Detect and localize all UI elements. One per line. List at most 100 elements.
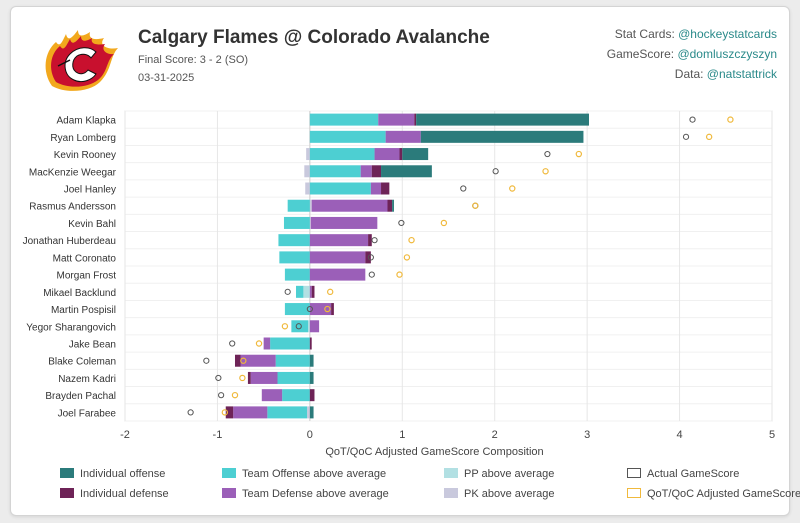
bar-segment xyxy=(309,303,332,316)
bar-segment xyxy=(309,251,366,264)
legend-swatch xyxy=(222,468,236,478)
legend-item: Team Defense above average xyxy=(222,488,389,500)
actual-gamescore-marker xyxy=(398,219,405,227)
legend-item: QoT/QoC Adjusted GameScore xyxy=(627,488,800,500)
adjusted-gamescore-marker xyxy=(239,374,246,382)
bar-segment xyxy=(309,165,361,178)
bar-segment xyxy=(370,182,382,195)
x-tick-label: -2 xyxy=(120,429,130,441)
bar-segment xyxy=(309,234,369,247)
bar-segment xyxy=(416,113,589,126)
x-axis-label: QoT/QoC Adjusted GameScore Composition xyxy=(325,446,543,458)
legend-swatch xyxy=(627,468,641,478)
player-label: Joel Hanley xyxy=(64,185,116,196)
bar-segment xyxy=(381,182,390,195)
bar-segment xyxy=(371,165,382,178)
final-score: Final Score: 3 - 2 (SO) xyxy=(138,54,249,66)
bar-segment xyxy=(374,148,400,161)
adjusted-gamescore-marker xyxy=(472,202,479,209)
actual-gamescore-marker xyxy=(215,374,222,382)
actual-gamescore-marker xyxy=(218,392,225,399)
bar-segment xyxy=(309,389,315,402)
legend-label: Individual defense xyxy=(80,488,169,500)
credit-handle-link[interactable]: @domluszczyszyn xyxy=(677,47,777,61)
actual-gamescore-marker xyxy=(682,133,690,140)
legend-item: PK above average xyxy=(444,488,555,500)
bar-segment xyxy=(309,113,379,126)
bar-segment xyxy=(284,303,310,316)
bar-segment xyxy=(291,320,309,333)
legend-item: Actual GameScore xyxy=(627,468,739,480)
bar-segment xyxy=(392,199,394,212)
adjusted-gamescore-marker xyxy=(440,219,448,227)
legend-item: Team Offense above average xyxy=(222,468,386,480)
bar-segment xyxy=(309,371,314,384)
player-label: Brayden Pachal xyxy=(45,391,116,402)
adjusted-gamescore-marker xyxy=(326,288,334,296)
bar-segment xyxy=(304,165,310,178)
legend-label: QoT/QoC Adjusted GameScore xyxy=(647,488,800,500)
bar-segment xyxy=(399,148,403,161)
legend-label: PP above average xyxy=(464,468,555,480)
bar-segment xyxy=(385,130,421,143)
bar-segment xyxy=(306,148,310,161)
bar-segment xyxy=(360,165,372,178)
player-label: Adam Klapka xyxy=(57,116,117,127)
bar-segment xyxy=(309,268,366,281)
player-label: Jake Bean xyxy=(69,340,116,351)
legend-swatch xyxy=(627,488,641,498)
bar-segment xyxy=(247,371,251,384)
x-tick-label: 4 xyxy=(677,429,683,441)
credit-gamescore: GameScore: @domluszczyszyn xyxy=(606,47,777,61)
bar-segment xyxy=(275,354,310,367)
credit-data: Data: @natstattrick xyxy=(674,67,777,81)
actual-gamescore-marker xyxy=(367,254,374,261)
adjusted-gamescore-marker xyxy=(281,323,289,330)
bar-segment xyxy=(309,130,386,143)
bar-segment xyxy=(250,371,278,384)
bar-segment xyxy=(278,234,310,247)
bar-segment xyxy=(309,406,314,419)
actual-gamescore-marker xyxy=(371,237,378,244)
player-label: Jonathan Huberdeau xyxy=(23,236,116,247)
actual-gamescore-marker xyxy=(544,150,551,158)
actual-gamescore-marker xyxy=(187,409,194,416)
adjusted-gamescore-marker xyxy=(240,357,247,364)
actual-gamescore-marker xyxy=(295,323,302,330)
bar-segment xyxy=(402,148,429,161)
legend-item: Individual offense xyxy=(60,468,165,480)
bar-segment xyxy=(309,320,320,333)
bar-segment xyxy=(303,285,310,298)
game-date: 03-31-2025 xyxy=(138,72,195,84)
legend-label: Actual GameScore xyxy=(647,468,740,480)
legend-swatch xyxy=(444,488,458,498)
adjusted-gamescore-marker xyxy=(255,340,263,347)
actual-gamescore-marker xyxy=(689,116,696,123)
player-label: Kevin Rooney xyxy=(54,150,116,161)
bar-segment xyxy=(279,251,310,264)
legend-swatch xyxy=(222,488,236,498)
bar-segment xyxy=(233,406,268,419)
credit-handle-link[interactable]: @natstattrick xyxy=(706,67,777,81)
bar-segment xyxy=(305,182,310,195)
x-tick-label: -1 xyxy=(213,429,223,441)
legend-label: Team Defense above average xyxy=(242,488,389,500)
actual-gamescore-marker xyxy=(229,340,236,347)
actual-gamescore-marker xyxy=(284,288,291,295)
bar-segment xyxy=(309,354,314,367)
adjusted-gamescore-marker xyxy=(221,409,229,416)
adjusted-gamescore-marker xyxy=(575,150,583,158)
credit-handle-link[interactable]: @hockeystatcards xyxy=(678,27,777,41)
credits: Stat Cards: @hockeystatcards GameScore: … xyxy=(607,24,777,84)
player-label: Yegor Sharangovich xyxy=(26,322,116,333)
bar-segment xyxy=(261,389,283,402)
adjusted-gamescore-marker xyxy=(324,305,331,313)
bar-segment xyxy=(240,354,276,367)
bar-segment xyxy=(282,389,310,402)
bar-segment xyxy=(381,165,432,178)
x-tick-label: 2 xyxy=(492,429,498,441)
adjusted-gamescore-marker xyxy=(231,391,239,399)
player-label: Rasmus Andersson xyxy=(29,202,116,213)
adjusted-gamescore-marker xyxy=(396,271,403,278)
bar-segment xyxy=(283,216,310,229)
